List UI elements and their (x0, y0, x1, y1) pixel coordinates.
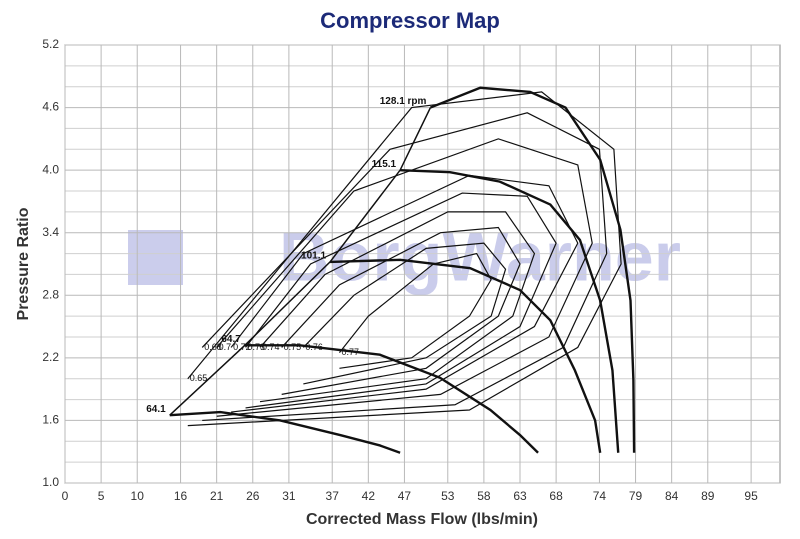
speed-label: 64.1 (146, 404, 166, 415)
y-tick-label: 2.8 (42, 287, 59, 301)
y-tick-label: 2.2 (42, 350, 59, 364)
x-tick-label: 21 (210, 489, 224, 503)
y-axis-label: Pressure Ratio (15, 207, 32, 320)
x-tick-label: 31 (282, 489, 296, 503)
efficiency-contour (338, 252, 492, 369)
speed-label: 128.1 rpm (380, 96, 427, 107)
efficiency-contour (281, 226, 521, 395)
x-tick-label: 37 (326, 489, 340, 503)
efficiency-label: 0.72 (233, 342, 251, 352)
efficiency-label: 0.65 (190, 373, 208, 383)
x-tick-label: 0 (62, 489, 69, 503)
x-axis-label: Corrected Mass Flow (lbs/min) (306, 511, 538, 528)
speed-label: 64.7 (221, 334, 241, 345)
efficiency-label: 0.68 (204, 342, 222, 352)
efficiency-label: 0.75 (284, 342, 302, 352)
x-tick-label: 47 (398, 489, 412, 503)
x-tick-label: 5 (98, 489, 105, 503)
efficiency-contour (302, 242, 507, 385)
speed-label: 101.1 (301, 251, 326, 262)
x-tick-label: 79 (629, 489, 643, 503)
x-tick-label: 53 (441, 489, 455, 503)
x-tick-label: 26 (246, 489, 260, 503)
x-tick-label: 74 (593, 489, 607, 503)
x-tick-label: 95 (744, 489, 758, 503)
speed-line (330, 258, 602, 453)
speed-line (244, 344, 539, 454)
x-tick-label: 10 (131, 489, 145, 503)
chart-title: Compressor Map (320, 8, 500, 33)
watermark-logo (128, 230, 183, 285)
efficiency-contour (259, 211, 536, 403)
x-tick-label: 84 (665, 489, 679, 503)
x-tick-label: 68 (549, 489, 563, 503)
y-tick-label: 5.2 (42, 37, 59, 51)
efficiency-label: 0.74 (262, 342, 280, 352)
efficiency-label: 0.7 (219, 342, 232, 352)
y-tick-label: 1.0 (42, 475, 59, 489)
x-tick-label: 42 (362, 489, 376, 503)
speed-line (400, 168, 620, 453)
speed-label: 115.1 (372, 159, 397, 170)
y-tick-label: 1.6 (42, 413, 59, 427)
efficiency-contour (245, 192, 557, 409)
speed-line (169, 410, 401, 454)
efficiency-contour (230, 174, 579, 413)
x-tick-label: 16 (174, 489, 188, 503)
y-tick-label: 3.4 (42, 225, 59, 239)
watermark: BorgWarner (279, 217, 681, 295)
efficiency-contour (216, 138, 593, 417)
x-tick-label: 63 (513, 489, 527, 503)
x-tick-label: 89 (701, 489, 715, 503)
x-tick-label: 58 (477, 489, 491, 503)
efficiency-label: 0.73 (248, 342, 266, 352)
y-tick-label: 4.0 (42, 162, 59, 176)
efficiency-contour (187, 91, 622, 427)
y-tick-label: 4.6 (42, 100, 59, 114)
speed-line (430, 86, 636, 453)
